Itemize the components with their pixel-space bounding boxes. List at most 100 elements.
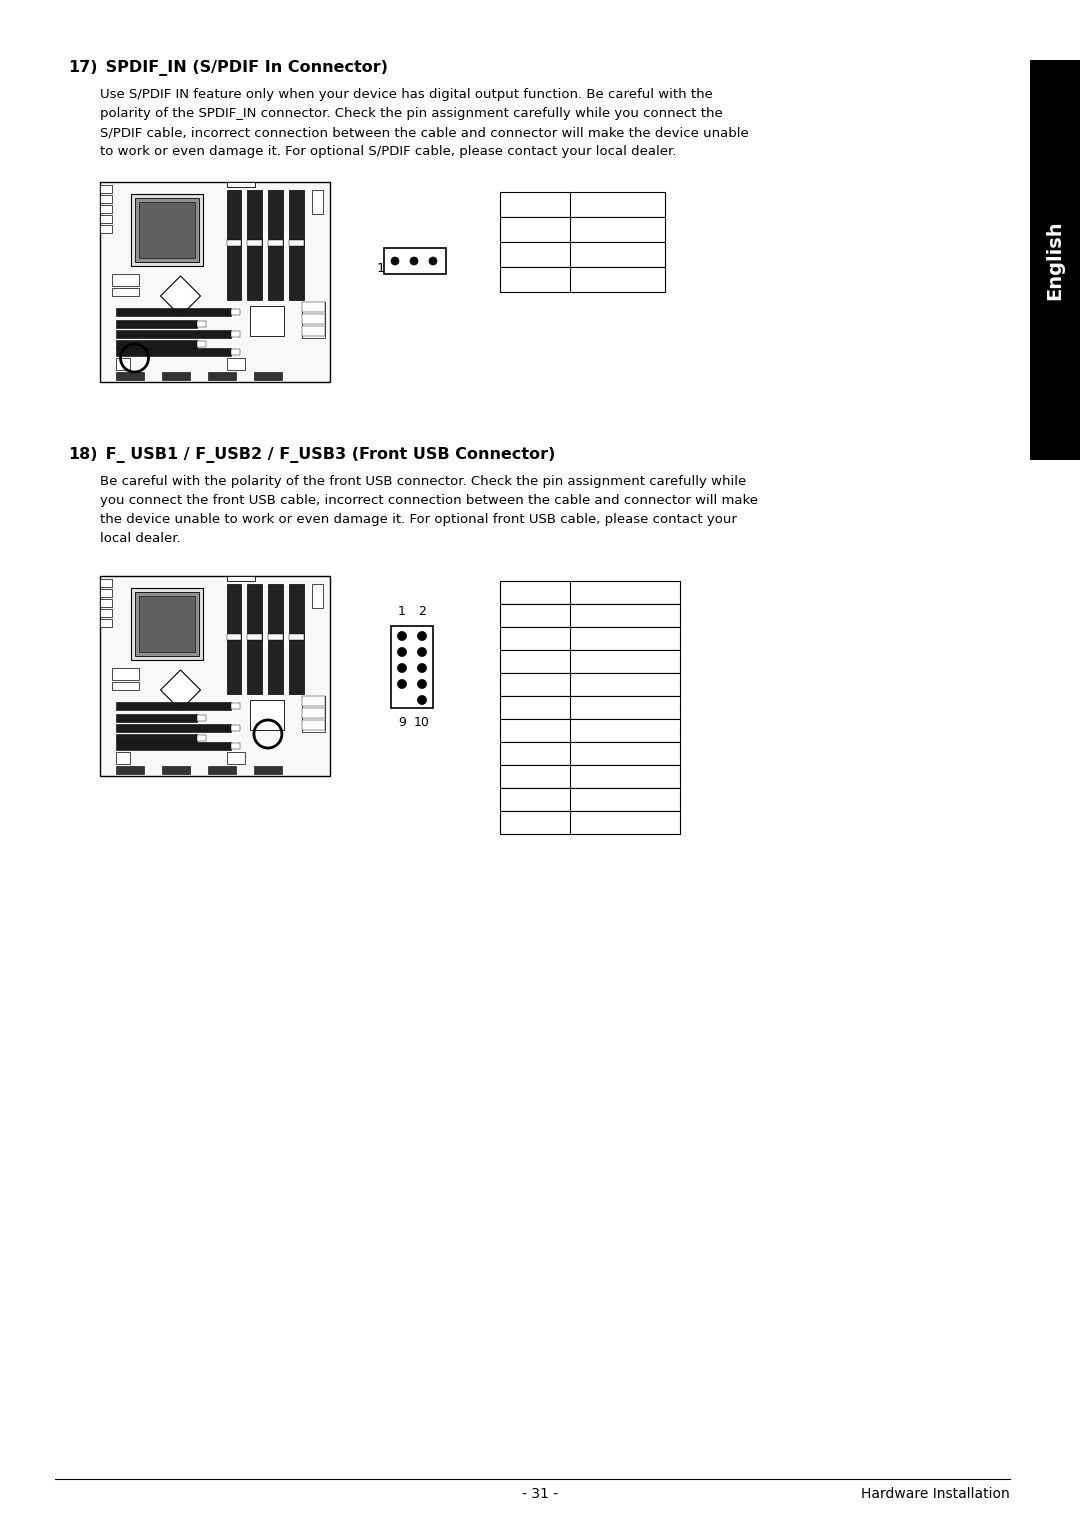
- Bar: [500, 242, 665, 268]
- Bar: [500, 581, 680, 604]
- Text: USBDY+: USBDY+: [597, 725, 652, 737]
- Bar: [500, 217, 665, 242]
- Bar: [500, 764, 680, 787]
- Bar: [197, 735, 206, 742]
- Bar: [100, 196, 112, 203]
- Text: you connect the front USB cable, incorrect connection between the cable and conn: you connect the front USB cable, incorre…: [100, 494, 758, 508]
- Bar: [249, 306, 284, 336]
- Bar: [227, 358, 245, 370]
- Bar: [288, 240, 303, 246]
- Text: USBDY-: USBDY-: [602, 677, 649, 691]
- Bar: [117, 372, 144, 381]
- Circle shape: [397, 664, 406, 673]
- Text: SPDIFI: SPDIFI: [597, 248, 638, 261]
- Bar: [391, 625, 433, 708]
- Text: 5: 5: [530, 700, 539, 714]
- Bar: [117, 320, 197, 329]
- Text: Be careful with the polarity of the front USB connector. Check the pin assignmen: Be careful with the polarity of the fron…: [100, 476, 746, 488]
- Bar: [117, 349, 231, 356]
- Text: GND: GND: [610, 748, 640, 760]
- Bar: [162, 372, 190, 381]
- Bar: [100, 216, 112, 223]
- Text: 10: 10: [527, 816, 543, 829]
- Bar: [312, 584, 323, 609]
- Bar: [100, 609, 112, 618]
- Bar: [231, 330, 240, 336]
- Bar: [117, 307, 231, 317]
- Text: 6: 6: [530, 725, 539, 737]
- Bar: [500, 627, 680, 650]
- Circle shape: [397, 647, 406, 656]
- Bar: [384, 248, 446, 274]
- Text: 18): 18): [68, 446, 97, 462]
- Circle shape: [418, 696, 427, 705]
- Text: GND: GND: [603, 274, 633, 286]
- Text: polarity of the SPDIF_IN connector. Check the pin assignment carefully while you: polarity of the SPDIF_IN connector. Chec…: [100, 107, 723, 119]
- Text: Hardware Installation: Hardware Installation: [861, 1488, 1010, 1501]
- Bar: [500, 787, 680, 810]
- Bar: [500, 673, 680, 696]
- Bar: [117, 358, 130, 370]
- Bar: [227, 240, 242, 246]
- Bar: [302, 696, 325, 732]
- Bar: [268, 584, 283, 694]
- Bar: [247, 240, 262, 246]
- Bar: [500, 268, 665, 292]
- Bar: [197, 321, 206, 327]
- Bar: [231, 725, 240, 731]
- Bar: [288, 584, 303, 694]
- Bar: [302, 326, 325, 336]
- Bar: [100, 589, 112, 596]
- Circle shape: [418, 647, 427, 656]
- Bar: [231, 349, 240, 355]
- Bar: [302, 708, 325, 719]
- Text: the device unable to work or even damage it. For optional front USB cable, pleas: the device unable to work or even damage…: [100, 514, 737, 526]
- Text: to work or even damage it. For optional S/PDIF cable, please contact your local : to work or even damage it. For optional …: [100, 145, 676, 157]
- Bar: [302, 303, 325, 312]
- Bar: [302, 303, 325, 338]
- Bar: [500, 650, 680, 673]
- Text: USBDX-: USBDX-: [599, 654, 650, 668]
- Text: - 31 -: - 31 -: [522, 1488, 558, 1501]
- Bar: [100, 576, 330, 777]
- Bar: [208, 766, 235, 774]
- Text: 1: 1: [377, 261, 384, 275]
- Bar: [227, 182, 255, 187]
- Bar: [100, 225, 112, 232]
- Circle shape: [410, 257, 418, 265]
- Circle shape: [391, 257, 399, 265]
- Polygon shape: [161, 277, 201, 317]
- Bar: [111, 274, 139, 286]
- Bar: [117, 702, 231, 709]
- Text: 1: 1: [399, 605, 406, 618]
- Bar: [138, 202, 194, 258]
- Circle shape: [397, 631, 406, 641]
- Bar: [247, 190, 262, 300]
- Bar: [302, 720, 325, 729]
- Bar: [500, 719, 680, 742]
- Bar: [302, 313, 325, 324]
- Bar: [197, 716, 206, 722]
- Text: 2: 2: [530, 631, 539, 645]
- Text: F_ USB1 / F_USB2 / F_USB3 (Front USB Connector): F_ USB1 / F_USB2 / F_USB3 (Front USB Con…: [100, 446, 555, 463]
- Text: 3: 3: [530, 274, 539, 286]
- Bar: [227, 635, 242, 641]
- Bar: [117, 714, 197, 722]
- Text: Definition: Definition: [593, 586, 658, 599]
- Bar: [135, 197, 199, 261]
- Bar: [100, 579, 112, 587]
- Bar: [288, 190, 303, 300]
- Bar: [111, 668, 139, 680]
- Bar: [227, 752, 245, 764]
- Bar: [312, 190, 323, 214]
- Text: 2: 2: [530, 248, 539, 261]
- Bar: [111, 287, 139, 297]
- Bar: [135, 592, 199, 656]
- Bar: [288, 635, 303, 641]
- Text: 3: 3: [530, 654, 539, 668]
- Bar: [100, 205, 112, 213]
- Bar: [231, 743, 240, 749]
- Bar: [302, 696, 325, 706]
- Text: 17): 17): [68, 60, 97, 75]
- Bar: [227, 584, 242, 694]
